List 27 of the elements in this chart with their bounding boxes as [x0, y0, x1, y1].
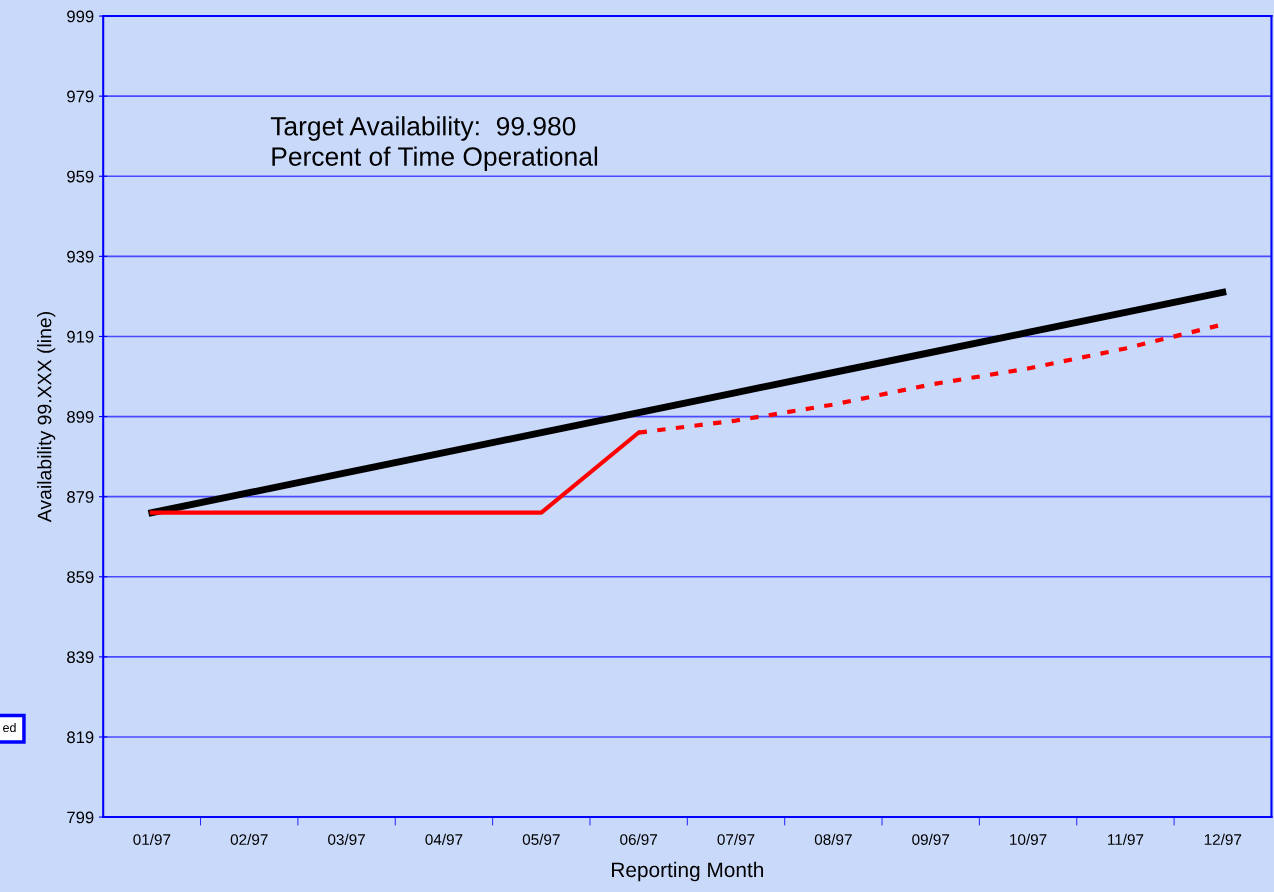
x-tick-label: 05/97 — [522, 833, 560, 845]
x-tick-label: 08/97 — [814, 833, 852, 845]
x-axis-title: Reporting Month — [612, 861, 763, 882]
annotation: Target Availability: 99.980 Percent of Time Operational — [270, 116, 598, 172]
y-tick-label: 939 — [67, 250, 94, 263]
x-tick-label: 02/97 — [230, 833, 268, 845]
x-tick-label: 12/97 — [1204, 833, 1242, 845]
text: ed — [3, 722, 16, 733]
y-tick-label: 859 — [67, 571, 94, 583]
y-tick-label: 839 — [67, 651, 94, 664]
y-tick-label: 879 — [67, 491, 94, 503]
y-tick-label: 959 — [67, 170, 94, 183]
x-tick-label: 07/97 — [717, 833, 755, 845]
x-tick-label: 10/97 — [1010, 833, 1047, 845]
y-tick-label: 919 — [67, 330, 94, 343]
x-tick-label: 06/97 — [620, 833, 657, 845]
y-tick-label: 799 — [67, 811, 94, 824]
x-tick-label: 09/97 — [912, 833, 950, 845]
x-tick-label: 04/97 — [425, 833, 463, 845]
x-tick-label: 01/97 — [133, 833, 171, 845]
y-tick-label: 819 — [67, 731, 94, 744]
y-axis-title: Availability 99.XXX (line) — [37, 312, 56, 523]
x-tick-label: 03/97 — [328, 833, 365, 845]
x-tick-label: 11/97 — [1108, 833, 1144, 845]
y-tick-label: 899 — [67, 410, 94, 423]
y-tick-label: 979 — [67, 90, 94, 103]
y-tick-label: 999 — [67, 10, 94, 23]
